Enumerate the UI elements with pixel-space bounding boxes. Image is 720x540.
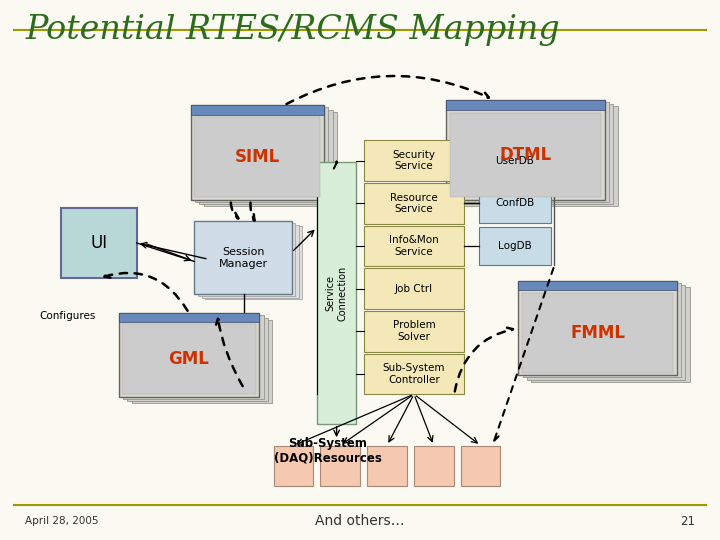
- Text: Service
Connection: Service Connection: [325, 265, 348, 321]
- Bar: [122, 324, 256, 394]
- Text: Job Ctrl: Job Ctrl: [395, 284, 433, 294]
- Bar: [364, 311, 464, 352]
- Bar: [518, 281, 677, 375]
- Text: DTML: DTML: [500, 146, 552, 164]
- Bar: [61, 208, 137, 278]
- Bar: [195, 107, 328, 202]
- Bar: [527, 285, 685, 380]
- Bar: [191, 105, 324, 200]
- Bar: [414, 446, 454, 486]
- Text: Info&Mon
Service: Info&Mon Service: [389, 235, 439, 257]
- Text: LogDB: LogDB: [498, 241, 531, 251]
- Bar: [274, 446, 313, 486]
- Bar: [479, 227, 551, 266]
- Bar: [451, 102, 609, 202]
- Bar: [317, 162, 356, 424]
- Bar: [531, 287, 690, 382]
- Bar: [450, 113, 601, 197]
- Bar: [119, 313, 259, 321]
- Bar: [479, 184, 551, 222]
- Bar: [459, 106, 618, 206]
- Bar: [119, 313, 259, 397]
- Bar: [205, 226, 302, 299]
- Bar: [194, 221, 292, 294]
- Text: ConfDB: ConfDB: [495, 198, 534, 208]
- Bar: [522, 293, 673, 373]
- Bar: [198, 223, 295, 296]
- Text: SIML: SIML: [235, 148, 280, 166]
- Text: Security
Service: Security Service: [392, 150, 436, 172]
- Bar: [364, 226, 464, 266]
- Text: 21: 21: [680, 515, 695, 528]
- Bar: [199, 110, 333, 204]
- Bar: [127, 318, 268, 401]
- Text: UserDB: UserDB: [495, 156, 534, 166]
- Bar: [191, 105, 324, 115]
- Bar: [364, 268, 464, 309]
- Text: April 28, 2005: April 28, 2005: [25, 516, 99, 526]
- Text: Session
Manager: Session Manager: [218, 247, 268, 269]
- Text: Resource
Service: Resource Service: [390, 192, 438, 214]
- Text: GML: GML: [168, 350, 210, 368]
- Text: Sub-System
Controller: Sub-System Controller: [383, 363, 445, 384]
- Text: Sub-System
(DAQ)Resources: Sub-System (DAQ)Resources: [274, 437, 382, 465]
- Bar: [204, 112, 337, 206]
- Bar: [123, 315, 264, 399]
- Bar: [455, 104, 613, 204]
- Text: FMML: FMML: [570, 324, 625, 342]
- Bar: [194, 118, 320, 197]
- Text: Configures: Configures: [40, 311, 96, 321]
- Text: UI: UI: [91, 234, 107, 252]
- Bar: [461, 446, 500, 486]
- Bar: [523, 283, 681, 377]
- Bar: [446, 100, 605, 200]
- Text: Problem
Solver: Problem Solver: [392, 320, 436, 342]
- Bar: [320, 446, 360, 486]
- Bar: [367, 446, 407, 486]
- Text: Potential RTES/RCMS Mapping: Potential RTES/RCMS Mapping: [25, 14, 560, 45]
- Bar: [479, 141, 551, 180]
- Bar: [518, 281, 677, 291]
- Bar: [202, 225, 299, 298]
- Bar: [446, 100, 605, 110]
- Bar: [364, 354, 464, 394]
- Text: And others…: And others…: [315, 514, 405, 528]
- Bar: [364, 183, 464, 224]
- Bar: [132, 320, 272, 403]
- Bar: [364, 140, 464, 181]
